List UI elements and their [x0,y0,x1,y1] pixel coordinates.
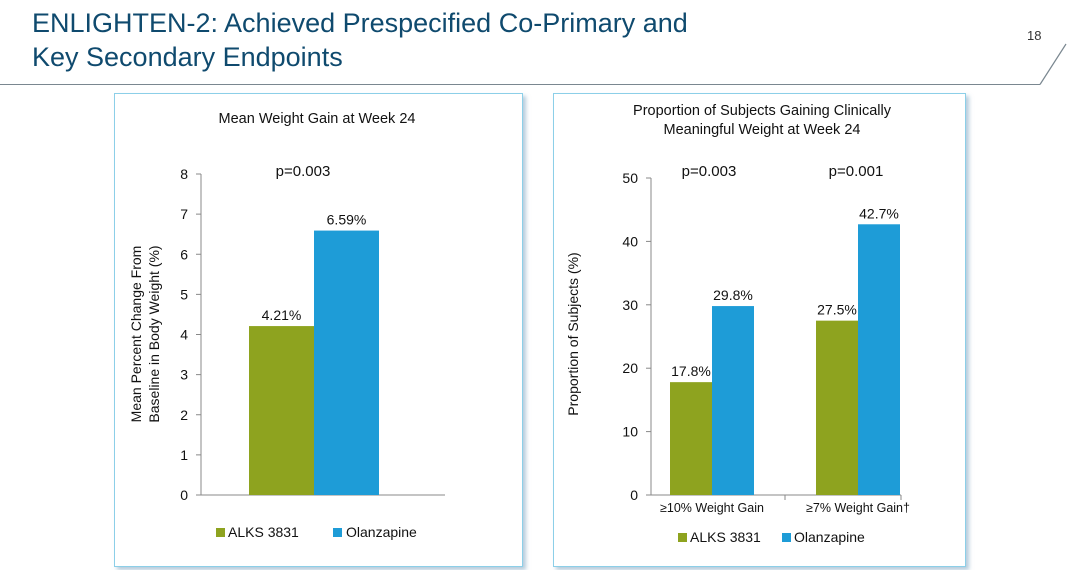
bar-alks-3831 [816,320,858,495]
chart-panel-weight-gain: Mean Weight Gain at Week 24 Mean Percent … [114,93,523,567]
legend-label: Olanzapine [346,524,417,540]
weight-gain-chart: Mean Weight Gain at Week 24 Mean Percent … [128,111,445,540]
bar-olanzapine [858,224,900,496]
chart-title: Proportion of Subjects Gaining Clinicall… [633,103,892,119]
page-number: 18 [1027,28,1042,43]
legend-swatch-olanzapine [333,528,342,537]
legend-swatch-alks-3831 [678,533,687,542]
data-label: 6.59% [327,212,367,228]
legend-swatch-olanzapine [782,533,791,542]
y-tick-label: 4 [180,327,188,343]
y-tick-label: 10 [622,424,638,440]
bar-olanzapine [712,306,754,495]
x-category-label: ≥10% Weight Gain [660,501,764,515]
legend-label: Olanzapine [794,529,865,545]
slide-title-line-1: ENLIGHTEN-2: Achieved Prespecified Co-Pr… [32,8,688,38]
chart-panel-proportion: Proportion of Subjects Gaining Clinicall… [553,93,966,567]
p-value-annotation: p=0.001 [829,163,884,180]
y-axis-label: Mean Percent Change From [128,246,144,423]
y-tick-label: 30 [622,297,638,313]
p-value-annotation: p=0.003 [276,163,331,180]
data-label: 17.8% [671,363,711,379]
y-tick-label: 8 [180,166,188,182]
y-tick-label: 1 [180,447,188,463]
legend-swatch-alks-3831 [216,528,225,537]
slide-title: ENLIGHTEN-2: Achieved Prespecified Co-Pr… [32,6,932,74]
chart-title: Meaningful Weight at Week 24 [664,122,861,138]
data-label: 29.8% [713,287,753,303]
y-tick-label: 50 [622,170,638,186]
y-tick-label: 0 [630,487,638,503]
y-tick-label: 5 [180,286,188,302]
proportion-chart: Proportion of Subjects Gaining Clinicall… [565,103,910,545]
y-tick-label: 7 [180,206,188,222]
legend-label: ALKS 3831 [228,524,299,540]
x-category-label: ≥7% Weight Gain† [806,501,910,515]
y-axis-label: Proportion of Subjects (%) [565,252,581,415]
chart-title: Mean Weight Gain at Week 24 [219,111,416,127]
y-tick-label: 3 [180,367,188,383]
bar-alks-3831 [670,382,712,495]
y-tick-label: 40 [622,233,638,249]
slide-title-line-2: Key Secondary Endpoints [32,42,343,72]
y-axis-label: Baseline in Body Weight (%) [146,245,162,422]
data-label: 4.21% [262,307,302,323]
y-tick-label: 2 [180,407,188,423]
data-label: 42.7% [859,205,899,221]
bar-olanzapine [314,230,379,496]
y-tick-label: 6 [180,246,188,262]
header-rule [0,43,1067,85]
p-value-annotation: p=0.003 [682,163,737,180]
y-tick-label: 20 [622,360,638,376]
data-label: 27.5% [817,302,857,318]
y-tick-label: 0 [180,487,188,503]
bar-alks-3831 [249,326,314,495]
legend-label: ALKS 3831 [690,529,761,545]
